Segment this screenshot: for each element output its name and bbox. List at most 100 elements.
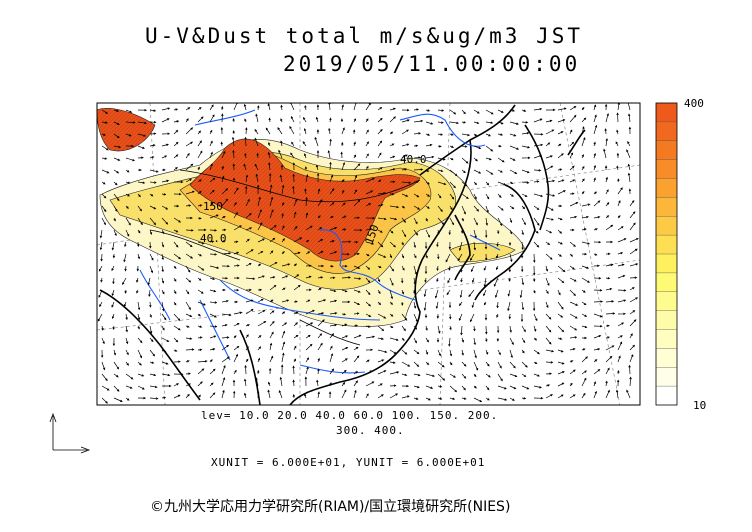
- colorbar-swatch: [656, 254, 677, 274]
- colorbar-min-label: 10: [693, 399, 707, 412]
- wind-arrow: [233, 225, 242, 231]
- wind-arrow: [461, 157, 469, 164]
- wind-arrow: [232, 130, 235, 135]
- wind-arrow: [497, 169, 503, 173]
- wind-arrow: [509, 121, 519, 125]
- wind-arrow: [437, 397, 443, 400]
- wind-arrow: [278, 149, 283, 159]
- wind-arrow: [125, 361, 129, 366]
- wind-arrow: [603, 148, 607, 159]
- wind-arrow: [617, 312, 626, 316]
- wind-arrow: [293, 345, 297, 351]
- wind-arrow: [232, 118, 235, 123]
- wind-arrow: [185, 190, 195, 195]
- wind-arrow: [557, 394, 564, 399]
- wind-arrow: [425, 155, 435, 159]
- wind-arrow: [413, 337, 417, 344]
- wind-arrow: [124, 289, 127, 294]
- wind-arrow: [569, 241, 576, 247]
- wind-arrow: [329, 240, 335, 243]
- wind-arrow: [377, 217, 387, 221]
- wind-arrow: [365, 348, 374, 352]
- wind-arrow: [173, 204, 180, 208]
- wind-arrow: [173, 141, 179, 147]
- wind-arrow: [328, 127, 331, 135]
- wind-arrow: [425, 337, 429, 343]
- wind-arrow: [605, 367, 610, 375]
- wind-arrow: [149, 229, 153, 235]
- wind-arrow: [617, 187, 623, 195]
- wind-arrow: [353, 265, 361, 269]
- wind-arrow: [122, 277, 127, 285]
- wind-arrow: [485, 361, 490, 367]
- wind-arrow: [545, 384, 551, 387]
- wind-arrow: [365, 203, 372, 207]
- wind-arrow: [533, 107, 543, 111]
- wind-arrow: [353, 355, 360, 363]
- wind-arrow: [508, 242, 512, 246]
- wind-arrow: [545, 229, 553, 234]
- wind-arrow: [424, 314, 428, 319]
- wind-arrow: [626, 149, 631, 159]
- wind-arrow: [509, 397, 515, 401]
- wind-arrow: [124, 241, 127, 248]
- wind-arrow: [149, 156, 155, 159]
- wind-arrow: [197, 289, 204, 294]
- wind-arrow: [173, 265, 177, 269]
- wind-arrow: [545, 119, 553, 123]
- wind-arrow: [353, 174, 358, 183]
- wind-arrow: [629, 276, 638, 279]
- wind-arrow: [521, 337, 526, 344]
- wind-arrow: [98, 289, 103, 298]
- wind-arrow: [125, 385, 133, 389]
- wind-arrow: [97, 313, 103, 322]
- wind-arrow: [197, 313, 201, 317]
- wind-arrow: [461, 109, 466, 115]
- wind-arrow: [497, 181, 507, 186]
- wind-arrow: [125, 181, 131, 184]
- wind-arrow: [269, 299, 274, 303]
- wind-arrow: [137, 145, 145, 149]
- wind-arrow: [604, 165, 608, 171]
- wind-arrow: [245, 263, 252, 267]
- wind-arrow: [185, 127, 194, 135]
- wind-arrow: [509, 109, 516, 112]
- wind-arrow: [628, 126, 632, 135]
- wind-arrow: [425, 193, 431, 197]
- wind-arrow: [243, 103, 247, 111]
- wind-arrow: [497, 144, 502, 148]
- wind-arrow: [125, 229, 130, 237]
- wind-arrow: [125, 205, 129, 209]
- wind-arrow: [185, 241, 193, 248]
- wind-arrow: [509, 133, 517, 137]
- wind-arrow: [341, 346, 349, 351]
- wind-arrow: [521, 205, 526, 210]
- wind-arrow: [268, 367, 272, 375]
- wind-arrow: [401, 289, 405, 295]
- wind-arrow: [353, 189, 358, 195]
- wind-arrow: [365, 216, 376, 220]
- wind-arrow: [245, 308, 254, 315]
- wind-arrow: [316, 150, 320, 158]
- wind-arrow: [497, 397, 508, 401]
- wind-arrow: [545, 325, 552, 333]
- wind-arrow: [341, 162, 346, 171]
- wind-arrow: [605, 389, 610, 399]
- wind-arrow: [149, 385, 158, 389]
- wind-arrow: [365, 325, 371, 328]
- wind-arrow: [101, 217, 106, 226]
- wind-arrow: [581, 178, 585, 183]
- wind-arrow: [233, 345, 240, 351]
- wind-arrow: [173, 167, 178, 171]
- wind-arrow: [209, 163, 213, 171]
- wind-arrow: [245, 198, 250, 207]
- wind-arrow: [269, 237, 276, 243]
- wind-arrow: [545, 217, 554, 221]
- wind-arrow: [401, 349, 408, 355]
- wind-arrow: [112, 337, 116, 347]
- wind-arrow: [521, 109, 527, 112]
- wind-arrow: [269, 225, 277, 231]
- wind-arrow: [125, 169, 130, 173]
- wind-arrow: [209, 325, 218, 328]
- wind-arrow: [329, 161, 332, 171]
